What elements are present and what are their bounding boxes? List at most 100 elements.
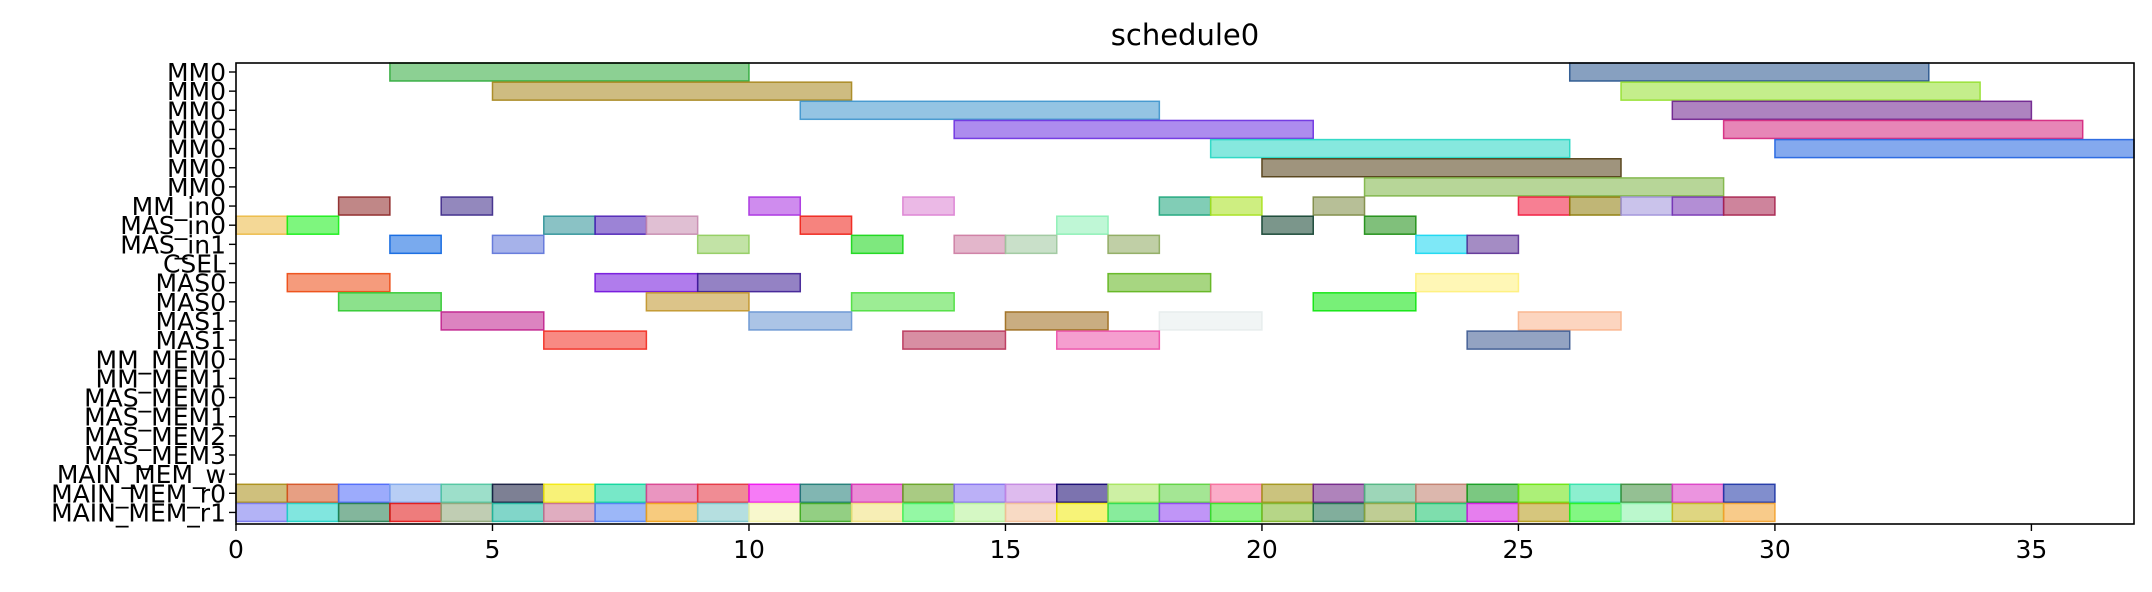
task-bar: [1209, 483, 1263, 504]
task-bar: [1466, 330, 1571, 350]
task-bar: [1671, 483, 1725, 504]
task-bar: [594, 215, 648, 235]
task-bar: [1312, 502, 1366, 523]
y-tick-label: MAS0: [156, 288, 226, 317]
task-bar: [1158, 311, 1263, 331]
task-bar: [337, 483, 391, 504]
task-bar: [543, 483, 596, 504]
task-bar: [1363, 483, 1417, 504]
task-bar: [1722, 119, 2084, 140]
y-tick-label: MAS0: [156, 269, 226, 298]
y-tick-label: MM0: [167, 173, 226, 202]
task-bar: [286, 483, 340, 504]
x-tick-label: 15: [990, 535, 1022, 564]
task-bar: [902, 502, 955, 523]
y-tick-label: MM_MEM1: [96, 364, 226, 393]
task-bar: [696, 483, 750, 504]
task-bar: [799, 502, 853, 523]
task-bar: [850, 234, 904, 255]
x-tick-label: 25: [1503, 535, 1535, 564]
task-bar: [1056, 502, 1109, 523]
x-tick-label: 20: [1246, 535, 1278, 564]
task-bar: [1004, 483, 1058, 504]
y-tick-label: CSEL: [163, 250, 226, 279]
y-tick-label: MM_MEM0: [96, 345, 226, 374]
task-bar: [1209, 196, 1263, 216]
y-tick-label: MAS_MEM3: [84, 441, 226, 470]
y-tick-label: MAS_in0: [120, 211, 226, 240]
task-bar: [1363, 502, 1417, 523]
y-tick-label: MAIN_MEM_w: [57, 460, 226, 489]
task-bar: [953, 502, 1007, 523]
task-bar: [1517, 502, 1571, 523]
x-tick-label: 5: [485, 535, 501, 564]
y-axis: MM0MM0MM0MM0MM0MM0MM0MM_in0MAS_in0MAS_in…: [51, 58, 236, 527]
task-bar: [1568, 196, 1622, 216]
task-bar: [491, 483, 545, 504]
task-bar: [491, 234, 545, 255]
task-bar: [286, 215, 340, 235]
task-bar: [1312, 483, 1366, 504]
task-bar: [337, 196, 391, 216]
task-bar: [1107, 502, 1161, 523]
task-bar: [1568, 502, 1622, 523]
y-tick-label: MM0: [167, 135, 226, 164]
task-bar: [1466, 234, 1520, 255]
task-bar: [850, 292, 955, 312]
task-bar: [337, 502, 391, 523]
y-tick-label: MM0: [167, 77, 226, 106]
task-bar: [902, 196, 955, 216]
task-bar: [1107, 234, 1161, 255]
task-bar: [235, 502, 289, 523]
task-bar: [748, 483, 802, 504]
task-bar: [799, 215, 853, 235]
task-bar: [543, 215, 596, 235]
task-bar: [1312, 196, 1366, 216]
task-bar: [1620, 81, 1981, 101]
task-bar: [1056, 330, 1161, 350]
task-bar: [748, 502, 802, 523]
task-bar: [1568, 62, 1930, 82]
task-bar: [1415, 483, 1468, 504]
task-bar: [1363, 177, 1725, 197]
task-bar: [440, 196, 494, 216]
task-bar: [594, 483, 648, 504]
y-tick-label: MAS1: [156, 326, 226, 355]
task-bar: [1209, 138, 1571, 159]
task-bar: [491, 81, 853, 101]
task-bar: [1774, 138, 2135, 159]
y-tick-label: MM0: [167, 115, 226, 144]
task-bar: [645, 502, 699, 523]
task-bar: [440, 311, 545, 331]
y-tick-label: MAS_in1: [120, 230, 226, 259]
task-bar: [491, 502, 545, 523]
task-bar: [1158, 483, 1212, 504]
task-bar: [1261, 483, 1314, 504]
task-bar: [1568, 483, 1622, 504]
task-bar: [850, 502, 904, 523]
y-tick-label: MM0: [167, 96, 226, 125]
task-bar: [1415, 234, 1468, 255]
task-bar: [748, 311, 853, 331]
task-bar: [902, 483, 955, 504]
task-bar: [1671, 100, 2033, 121]
bars-layer: [235, 62, 2135, 523]
task-bar: [748, 196, 802, 216]
task-bar: [1004, 311, 1109, 331]
task-bar: [1158, 196, 1212, 216]
task-bar: [1004, 502, 1058, 523]
task-bar: [799, 100, 1161, 121]
task-bar: [286, 502, 340, 523]
y-tick-label: MAS_MEM2: [84, 422, 226, 451]
task-bar: [1722, 196, 1776, 216]
task-bar: [337, 292, 442, 312]
task-bar: [1312, 292, 1417, 312]
plot-frame: [235, 62, 2135, 525]
task-bar: [543, 330, 648, 350]
task-bar: [1107, 483, 1161, 504]
y-tick-label: MM_in0: [132, 192, 226, 221]
task-bar: [1620, 502, 1674, 523]
task-bar: [645, 483, 699, 504]
task-bar: [1517, 196, 1571, 216]
